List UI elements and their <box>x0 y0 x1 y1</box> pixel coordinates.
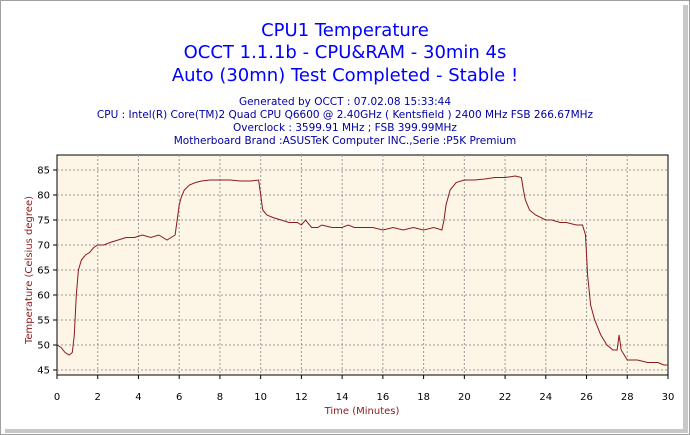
y-tick-label: 45 <box>37 366 50 377</box>
y-tick-label: 75 <box>37 216 50 227</box>
temperature-series-line <box>56 175 668 366</box>
x-tick-label: 0 <box>54 392 60 403</box>
x-tick-label: 14 <box>336 392 349 403</box>
x-tick-label: 24 <box>539 392 552 403</box>
y-tick-label: 60 <box>37 291 50 302</box>
y-tick-label: 70 <box>37 241 50 252</box>
x-tick-label: 28 <box>621 392 634 403</box>
x-tick-label: 22 <box>499 392 512 403</box>
x-tick-label: 30 <box>662 392 675 403</box>
x-tick-label: 2 <box>95 392 101 403</box>
x-tick-label: 8 <box>217 392 223 403</box>
y-tick-label: 80 <box>37 191 50 202</box>
frame-shadow-bottom <box>5 429 688 433</box>
y-tick-label: 55 <box>37 316 50 327</box>
chart-title: CPU1 Temperature <box>261 20 429 41</box>
generated-info: Generated by OCCT : 07.02.08 15:33:44 <box>238 96 452 108</box>
x-tick-label: 6 <box>176 392 182 403</box>
cpu-info: CPU : Intel(R) Core(TM)2 Quad CPU Q6600 … <box>96 109 594 121</box>
chart-title-status: Auto (30mn) Test Completed - Stable ! <box>171 65 519 86</box>
x-tick-label: 10 <box>254 392 267 403</box>
x-axis-label: Time (Minutes) <box>324 406 400 417</box>
motherboard-info: Motherboard Brand :ASUSTeK Computer INC.… <box>173 135 517 147</box>
y-tick-label: 65 <box>37 266 50 277</box>
x-tick-label: 26 <box>580 392 593 403</box>
x-tick-label: 4 <box>135 392 141 403</box>
y-tick-label: 50 <box>37 341 50 352</box>
y-tick-label: 85 <box>37 166 50 177</box>
x-tick-label: 18 <box>417 392 430 403</box>
overclock-info: Overclock : 3599.91 MHz ; FSB 399.99MHz <box>233 122 457 134</box>
frame-shadow-right <box>683 5 688 433</box>
plot-area <box>56 154 669 376</box>
y-axis-label: Temperature (Celsius degree) <box>24 196 35 345</box>
x-tick-label: 16 <box>376 392 389 403</box>
x-tick-label: 20 <box>458 392 471 403</box>
x-tick-label: 12 <box>295 392 308 403</box>
chart-title-test: OCCT 1.1.1b - CPU&RAM - 30min 4s <box>183 42 507 63</box>
grid <box>57 155 668 375</box>
